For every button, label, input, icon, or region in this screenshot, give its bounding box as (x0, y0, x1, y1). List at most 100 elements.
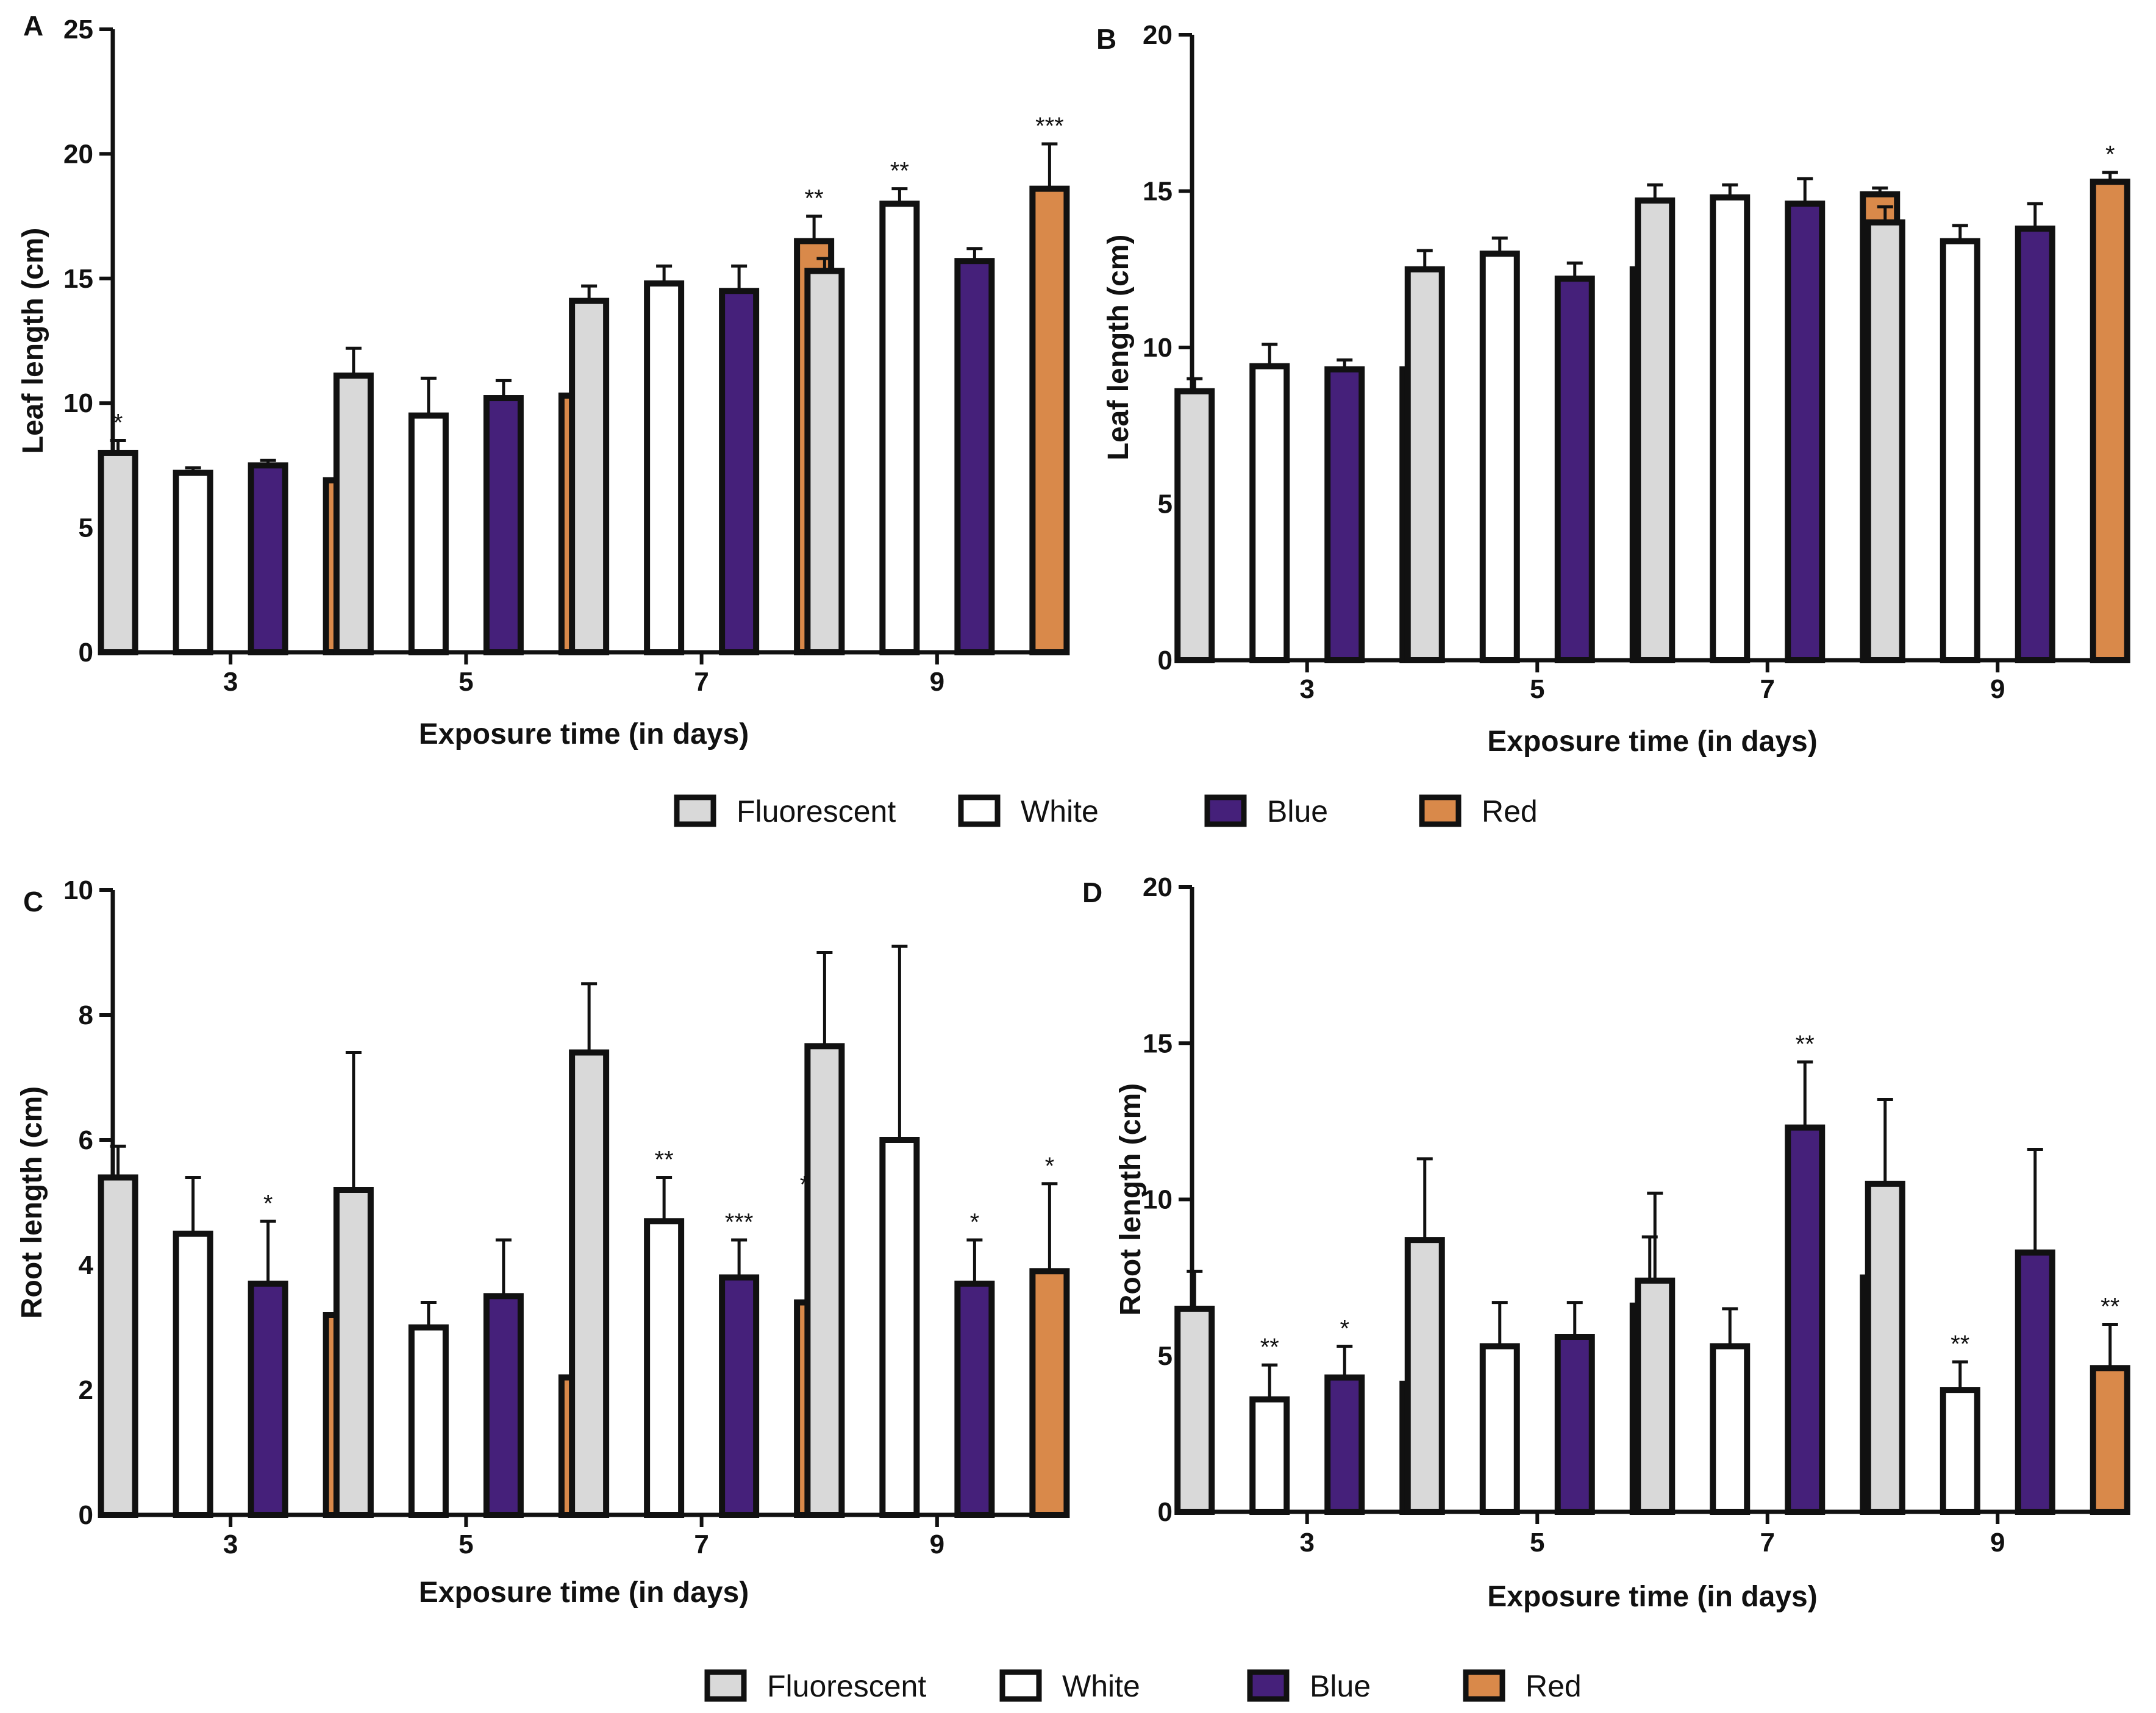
x-tick-label: 5 (1530, 1528, 1544, 1558)
bar-blue (483, 1293, 524, 1518)
significance-label: * (1045, 1153, 1055, 1180)
x-tick-label: 7 (1760, 1528, 1775, 1558)
legend-label-white: White (1062, 1669, 1140, 1703)
bar-white (879, 201, 920, 656)
significance-label: ** (1796, 1031, 1815, 1058)
y-tick-label: 10 (1143, 333, 1173, 363)
bar-fluorescent (98, 449, 138, 656)
y-tick-label: 0 (1158, 646, 1173, 675)
bar-red (1029, 185, 1070, 655)
significance-label: ** (1260, 1334, 1279, 1361)
y-tick-label: 20 (63, 139, 93, 169)
bar-white (1710, 1343, 1751, 1515)
legend-swatch-blue (1204, 794, 1247, 827)
y-tick-label: 5 (1158, 490, 1173, 519)
y-tick-label: 0 (1158, 1497, 1173, 1527)
bar-blue (248, 1280, 288, 1518)
bar-fluorescent (98, 1174, 138, 1518)
x-tick-label: 7 (694, 667, 709, 697)
bar-blue (483, 395, 524, 655)
bar-blue (719, 288, 760, 655)
y-tick-label: 5 (1158, 1341, 1173, 1371)
bar-blue (1785, 1124, 1826, 1515)
legend-swatch-white (999, 1669, 1042, 1702)
bar-fluorescent (1404, 1237, 1445, 1515)
bar-blue (2015, 226, 2055, 663)
bar-white (1249, 363, 1290, 664)
bar-fluorescent (1635, 1277, 1676, 1515)
x-tick-label: 9 (930, 667, 944, 697)
bar-fluorescent (804, 268, 845, 655)
legend-top: Fluorescent White Blue Red (674, 794, 1538, 828)
x-tick-label: 7 (1760, 674, 1775, 704)
legend-label-red: Red (1526, 1669, 1582, 1703)
significance-label: *** (1035, 113, 1064, 140)
legend-label-white: White (1021, 794, 1099, 828)
legend-swatch-fluorescent (704, 1669, 747, 1702)
bar-blue (1324, 366, 1365, 663)
significance-label: * (113, 410, 123, 436)
bar-white (1940, 238, 1980, 663)
panel-letter: B (1096, 23, 1116, 55)
significance-label: * (2105, 141, 2115, 168)
bar-white (1940, 1387, 1980, 1515)
bar-white (1710, 194, 1751, 663)
bar-white (408, 412, 449, 655)
bar-white (173, 469, 213, 655)
bar-blue (248, 462, 288, 656)
significance-label: * (263, 1190, 273, 1217)
bar-fluorescent (333, 372, 374, 655)
bar-blue (1554, 1334, 1595, 1515)
panel-b-chart: B 0 5 10 15 20 Leaf length (cm) 3 5 7 9 * Exposure t… (1096, 20, 2130, 758)
significance-label: * (1340, 1315, 1349, 1342)
significance-label: ** (805, 185, 824, 212)
legend-swatch-red (1419, 794, 1462, 827)
y-tick-label: 5 (79, 513, 93, 543)
x-tick-label: 5 (1530, 674, 1544, 704)
y-tick-label: 15 (1143, 1028, 1173, 1058)
significance-label: ** (890, 158, 909, 185)
legend-label-blue: Blue (1267, 794, 1328, 828)
y-axis-title: Leaf length (cm) (1102, 235, 1135, 461)
significance-label: ** (655, 1147, 674, 1173)
x-tick-label: 7 (694, 1530, 709, 1559)
bar-white (173, 1230, 213, 1518)
bar-white (879, 1137, 920, 1518)
bar-white (408, 1324, 449, 1518)
bar-red (1029, 1268, 1070, 1518)
legend-swatch-red (1463, 1669, 1505, 1702)
bar-fluorescent (804, 1043, 845, 1518)
bar-blue (954, 1280, 995, 1518)
bar-blue (2015, 1249, 2055, 1515)
bar-white (1249, 1396, 1290, 1515)
y-tick-label: 4 (79, 1250, 94, 1280)
x-axis-title: Exposure time (in days) (419, 1576, 749, 1609)
bar-fluorescent (569, 297, 610, 656)
x-axis-title: Exposure time (in days) (1487, 1581, 1817, 1613)
bar-fluorescent (1635, 197, 1676, 663)
x-tick-label: 9 (930, 1530, 944, 1559)
bar-fluorescent (1865, 1180, 1905, 1515)
bar-blue (719, 1274, 760, 1518)
y-axis-title: Root length (cm) (1115, 1083, 1147, 1316)
y-tick-label: 6 (79, 1125, 93, 1155)
y-tick-label: 20 (1143, 872, 1173, 902)
x-tick-label: 3 (223, 1530, 238, 1559)
y-tick-label: 10 (63, 388, 93, 418)
bar-red (2090, 1365, 2130, 1515)
bar-blue (1785, 201, 1826, 663)
y-tick-label: 25 (63, 15, 93, 45)
bar-fluorescent (333, 1187, 374, 1518)
y-tick-label: 2 (79, 1375, 93, 1405)
y-axis-title: Leaf length (cm) (17, 228, 49, 454)
legend-swatch-white (958, 794, 1001, 827)
legend-label-blue: Blue (1310, 1669, 1371, 1703)
significance-label: ** (1951, 1331, 1969, 1358)
bar-fluorescent (1174, 388, 1215, 663)
x-tick-label: 9 (1990, 1528, 2005, 1558)
bar-white (1479, 1343, 1520, 1515)
